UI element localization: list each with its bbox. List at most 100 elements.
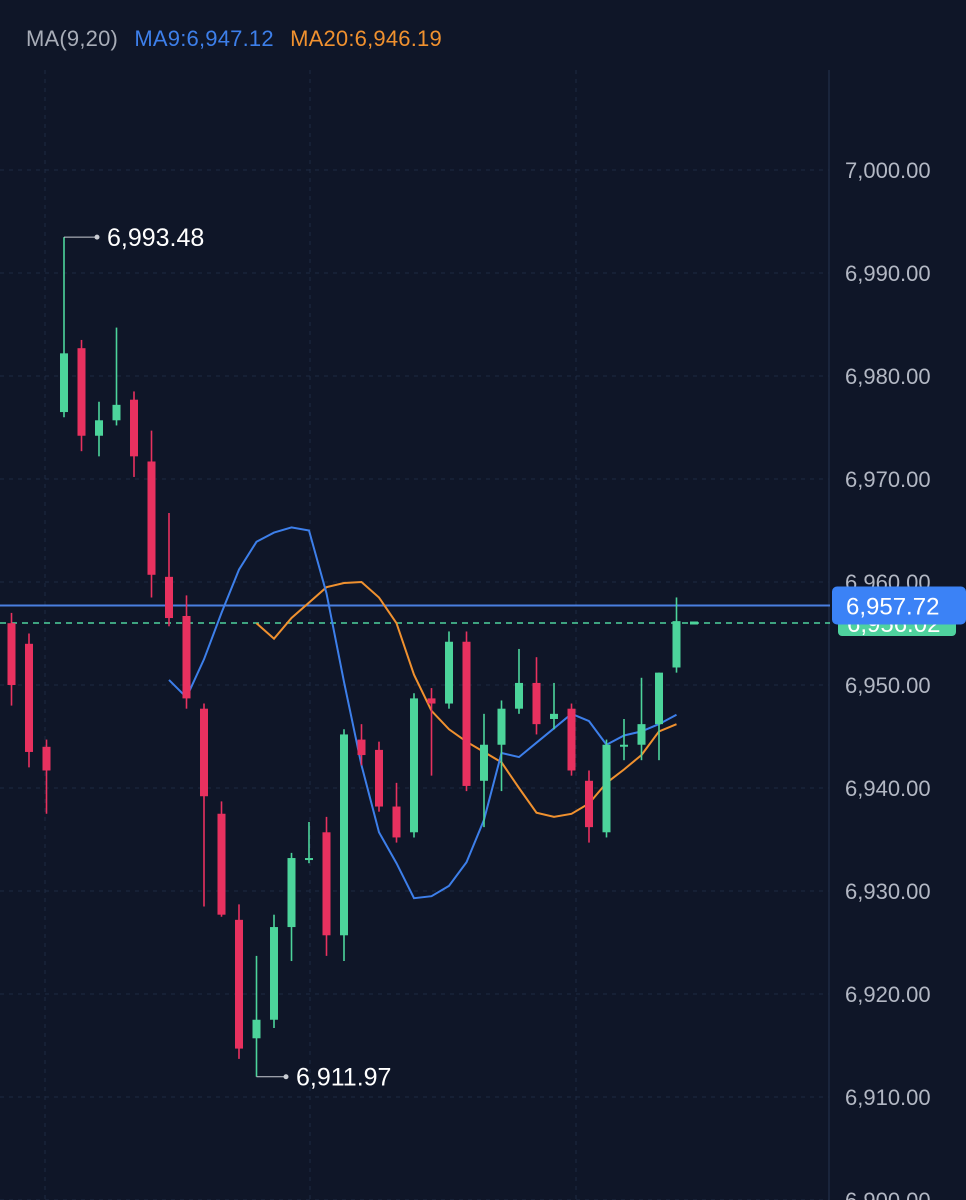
candle-body	[322, 832, 331, 936]
candle-body	[445, 641, 453, 704]
candle-body	[567, 708, 576, 771]
y-tick-label: 6,920.00	[845, 982, 931, 1007]
candle	[147, 430, 156, 598]
candle	[305, 821, 313, 864]
candle	[480, 713, 488, 828]
candle	[427, 688, 436, 776]
candle	[655, 672, 663, 761]
candle-body	[602, 744, 611, 833]
price-tags: 6,956.026,957.72	[832, 586, 966, 638]
y-tick-label: 6,970.00	[845, 467, 931, 492]
candle-body	[340, 734, 348, 936]
candle-body	[182, 615, 191, 699]
candle	[60, 237, 68, 418]
candle-body	[480, 744, 488, 781]
price-tag	[832, 586, 966, 625]
candle	[322, 816, 331, 956]
candle-body	[620, 744, 628, 747]
candle-body	[497, 708, 506, 745]
candle-body	[252, 1019, 261, 1039]
candle-body	[130, 399, 138, 457]
candle	[532, 657, 541, 735]
candle-body	[147, 461, 156, 575]
candle-body	[550, 713, 558, 719]
candles-layer	[7, 237, 698, 1077]
extreme-markers: 6,993.48 6,911.97	[64, 224, 391, 1092]
candle-body	[42, 746, 51, 771]
candle	[637, 677, 646, 761]
candle-body	[515, 682, 523, 709]
candle	[620, 718, 628, 761]
candle	[252, 955, 261, 1077]
candle-body	[462, 641, 471, 786]
candle	[270, 914, 278, 1028]
candle	[340, 729, 348, 962]
candle	[7, 612, 16, 706]
y-tick-label: 6,930.00	[845, 879, 931, 904]
candle	[567, 703, 576, 776]
low-label: 6,911.97	[296, 1064, 391, 1092]
candle	[182, 595, 191, 709]
candle-body	[305, 858, 313, 861]
candle-body	[427, 698, 436, 704]
candle-body	[165, 576, 173, 619]
indicator-name: MA(9,20)	[26, 26, 119, 51]
candle	[462, 631, 471, 792]
price-line-layer	[0, 604, 830, 624]
candle	[42, 739, 51, 814]
indicator-legend[interactable]: MA(9,20) MA9:6,947.12 MA20:6,946.19	[26, 26, 452, 52]
moving-average-layer	[168, 526, 677, 900]
price-tag-text: 6,957.72	[846, 593, 939, 620]
candle	[550, 682, 558, 730]
candle-body	[7, 623, 16, 685]
candle	[217, 801, 226, 917]
candle-body	[585, 780, 593, 828]
candle	[357, 724, 366, 766]
high-label: 6,993.48	[107, 224, 204, 252]
candle	[410, 693, 418, 838]
candle-body	[200, 708, 208, 797]
candle-body	[532, 682, 541, 725]
candle-body	[287, 858, 296, 928]
candle-body	[60, 353, 68, 413]
candle	[445, 631, 453, 709]
candle-body	[375, 749, 383, 807]
candle	[77, 339, 86, 452]
candle	[375, 741, 383, 812]
candle	[497, 700, 506, 792]
candle-body	[217, 813, 226, 915]
y-tick-label: 6,950.00	[845, 673, 931, 698]
candle-body	[235, 919, 243, 1049]
candle	[392, 782, 401, 843]
candle	[515, 648, 523, 714]
candle	[200, 703, 208, 907]
candle-body	[410, 698, 418, 833]
y-axis: 7,000.006,990.006,980.006,970.006,960.00…	[845, 158, 931, 1200]
y-tick-label: 6,900.00	[845, 1188, 931, 1200]
ma9-line	[168, 526, 677, 900]
candle	[112, 327, 121, 426]
y-tick-label: 6,910.00	[845, 1085, 931, 1110]
candle	[235, 904, 243, 1059]
candle-body	[672, 621, 681, 668]
candle-body	[77, 348, 86, 436]
candle	[287, 852, 296, 962]
candle-body	[392, 806, 401, 838]
y-tick-label: 6,980.00	[845, 364, 931, 389]
ma9-value: MA9:6,947.12	[134, 26, 274, 51]
candle-body	[637, 724, 646, 745]
candle-body	[270, 927, 278, 1020]
candle-body	[655, 672, 663, 725]
y-tick-label: 6,940.00	[845, 776, 931, 801]
candle	[25, 633, 33, 768]
candle	[130, 391, 138, 477]
candle-body	[25, 643, 33, 752]
candle	[585, 770, 593, 843]
candle-body	[357, 739, 366, 756]
high-dot	[94, 234, 100, 240]
candle-body	[112, 404, 121, 421]
y-tick-label: 7,000.00	[845, 158, 931, 183]
candle	[165, 512, 173, 627]
